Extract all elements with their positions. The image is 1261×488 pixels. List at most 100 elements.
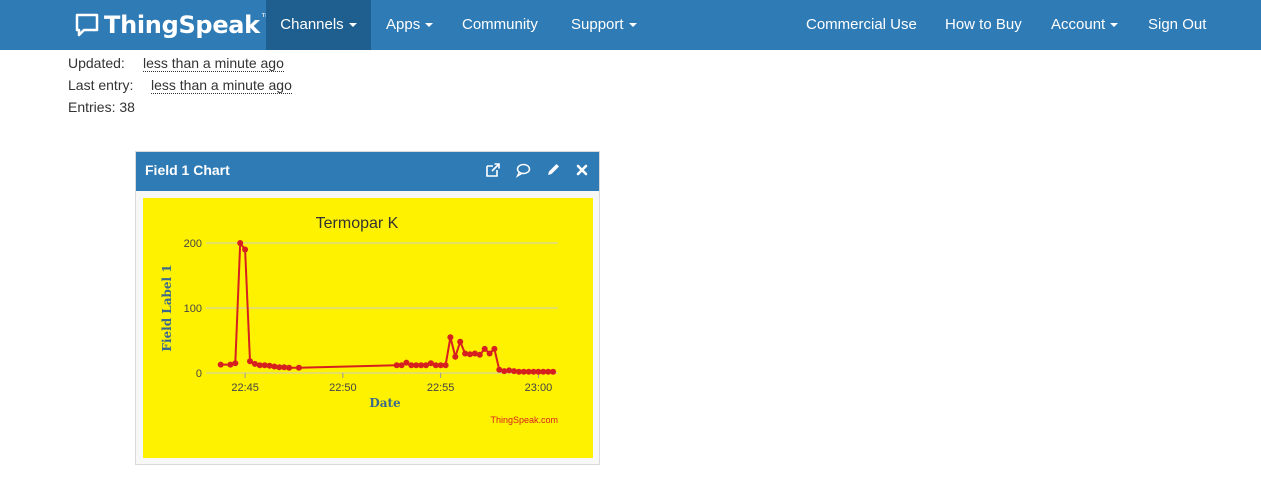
nav-sign-out-label: Sign Out bbox=[1148, 16, 1207, 33]
nav-apps-label: Apps bbox=[386, 16, 421, 33]
data-point bbox=[545, 368, 552, 375]
data-point bbox=[232, 360, 239, 367]
data-point bbox=[496, 366, 503, 373]
data-point bbox=[271, 363, 278, 370]
data-point bbox=[486, 350, 493, 357]
data-point bbox=[256, 362, 263, 369]
nav-community[interactable]: Community bbox=[462, 0, 538, 50]
brand-name: ThingSpeak bbox=[104, 11, 260, 39]
chart-background bbox=[143, 198, 593, 458]
data-point bbox=[535, 368, 542, 375]
brand-logo[interactable]: ThingSpeak ™ bbox=[74, 8, 271, 42]
data-point bbox=[227, 361, 234, 368]
data-point bbox=[295, 364, 302, 371]
x-axis-label: Date bbox=[369, 396, 401, 410]
top-navbar: ThingSpeak ™ Channels Apps Community Sup… bbox=[0, 0, 1261, 50]
nav-channels[interactable]: Channels bbox=[266, 0, 371, 50]
data-point bbox=[540, 368, 547, 375]
data-point bbox=[437, 362, 444, 369]
nav-commercial-use[interactable]: Commercial Use bbox=[806, 0, 917, 50]
nav-how-to-buy[interactable]: How to Buy bbox=[945, 0, 1022, 50]
chevron-down-icon bbox=[425, 23, 434, 28]
data-point bbox=[462, 350, 469, 357]
brand-trademark: ™ bbox=[261, 12, 271, 23]
nav-sign-out[interactable]: Sign Out bbox=[1148, 0, 1206, 50]
comment-icon[interactable] bbox=[515, 162, 531, 178]
x-tick-label: 22:55 bbox=[427, 382, 455, 394]
x-tick-label: 22:45 bbox=[231, 382, 259, 394]
chevron-down-icon bbox=[1110, 23, 1119, 28]
data-point bbox=[286, 364, 293, 371]
field-chart-widget: Field 1 Chart Termopar K Field Label 1 D… bbox=[135, 151, 600, 465]
data-point bbox=[432, 362, 439, 369]
nav-account-label: Account bbox=[1051, 16, 1106, 33]
data-point bbox=[511, 368, 517, 375]
data-point bbox=[481, 345, 488, 352]
nav-apps[interactable]: Apps bbox=[386, 0, 434, 50]
data-point bbox=[452, 353, 459, 360]
nav-how-to-buy-label: How to Buy bbox=[945, 16, 1022, 33]
data-point bbox=[457, 338, 464, 345]
x-tick-label: 23:00 bbox=[525, 382, 553, 394]
data-point bbox=[413, 362, 420, 369]
chevron-down-icon bbox=[348, 23, 357, 28]
nav-account[interactable]: Account bbox=[1051, 0, 1119, 50]
field-1-chart: Termopar K Field Label 1 Date ThingSpeak… bbox=[143, 198, 593, 458]
data-point bbox=[530, 368, 537, 375]
speech-bubble-icon bbox=[75, 13, 99, 37]
last-entry-label: Last entry: bbox=[68, 77, 134, 93]
data-point bbox=[251, 360, 258, 367]
data-point bbox=[393, 362, 400, 369]
nav-channels-label: Channels bbox=[280, 16, 344, 33]
data-point bbox=[515, 368, 522, 375]
data-point bbox=[447, 334, 454, 341]
pencil-icon[interactable] bbox=[545, 162, 561, 178]
data-point bbox=[427, 360, 434, 367]
y-tick-label: 200 bbox=[184, 238, 202, 250]
data-point bbox=[525, 368, 532, 375]
widget-title: Field 1 Chart bbox=[145, 162, 230, 178]
chevron-down-icon bbox=[628, 23, 637, 28]
data-point bbox=[476, 351, 483, 358]
updated-label: Updated: bbox=[68, 55, 125, 71]
data-point bbox=[442, 362, 449, 369]
data-point bbox=[520, 368, 527, 375]
data-point bbox=[403, 359, 410, 366]
nav-support-label: Support bbox=[571, 16, 624, 33]
data-point bbox=[506, 367, 513, 374]
chart-title: Termopar K bbox=[316, 215, 399, 232]
data-point bbox=[242, 246, 249, 253]
chart-marks: 0 100 200 22:45 22:50 22:55 23:00 bbox=[184, 238, 558, 394]
data-point bbox=[266, 362, 273, 369]
nav-community-label: Community bbox=[462, 16, 538, 33]
data-point bbox=[247, 358, 253, 365]
widget-header: Field 1 Chart bbox=[136, 152, 599, 191]
close-icon[interactable] bbox=[574, 162, 590, 178]
data-point bbox=[501, 368, 508, 375]
data-point bbox=[408, 362, 415, 369]
data-point bbox=[550, 368, 557, 375]
x-tick-label: 22:50 bbox=[329, 382, 357, 394]
updated-value: less than a minute ago bbox=[143, 55, 284, 72]
y-tick-label: 0 bbox=[196, 368, 202, 380]
last-entry-value: less than a minute ago bbox=[151, 77, 292, 94]
y-tick-label: 100 bbox=[184, 303, 202, 315]
data-point bbox=[237, 240, 244, 246]
nav-support[interactable]: Support bbox=[571, 0, 637, 50]
chart-credit[interactable]: ThingSpeak.com bbox=[490, 415, 558, 425]
entries-count: Entries: 38 bbox=[68, 99, 135, 115]
data-point bbox=[491, 345, 498, 352]
y-axis-label: Field Label 1 bbox=[160, 264, 174, 351]
nav-commercial-use-label: Commercial Use bbox=[806, 16, 917, 33]
data-point bbox=[276, 364, 283, 371]
data-point bbox=[398, 362, 405, 369]
data-point bbox=[471, 350, 478, 357]
data-point bbox=[261, 362, 268, 369]
updated-row: Updated: less than a minute ago bbox=[68, 55, 284, 72]
data-point bbox=[281, 364, 288, 371]
data-point bbox=[423, 362, 429, 369]
data-point bbox=[418, 362, 425, 369]
external-link-icon[interactable] bbox=[485, 162, 501, 178]
data-point bbox=[467, 351, 473, 358]
data-point bbox=[217, 361, 224, 368]
